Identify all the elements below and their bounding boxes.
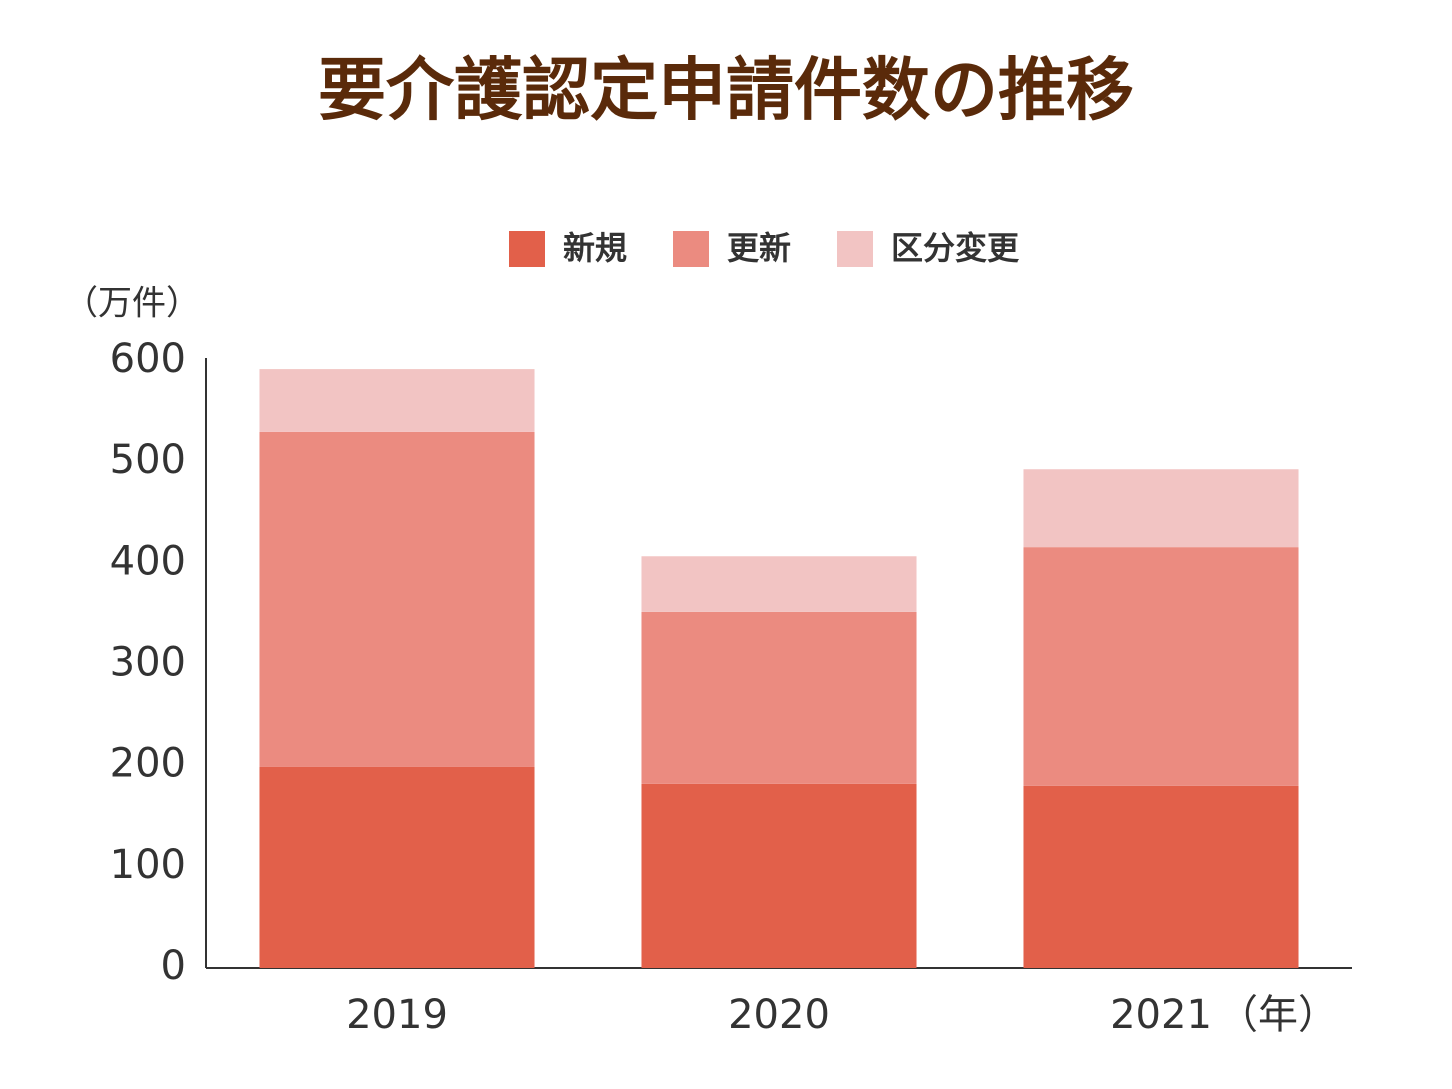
- chart-title: 要介護認定申請件数の推移: [318, 52, 1134, 131]
- bar-segment: [259, 369, 535, 432]
- y-tick-label: 400: [110, 538, 186, 584]
- legend-swatch: [837, 231, 873, 267]
- bar-segment: [641, 783, 917, 968]
- legend-label: 更新: [727, 229, 791, 267]
- bar-segment: [259, 766, 535, 968]
- bar-segment: [1023, 785, 1299, 968]
- bar-segment: [1023, 547, 1299, 786]
- x-tick-label: 2019: [346, 992, 448, 1038]
- legend-label: 新規: [563, 229, 627, 267]
- y-tick-label: 300: [110, 640, 186, 686]
- legend-swatch: [673, 231, 709, 267]
- legend-swatch: [509, 231, 545, 267]
- y-tick-label: 600: [110, 336, 186, 382]
- x-tick-label: 2020: [728, 992, 830, 1038]
- y-tick-label: 100: [110, 842, 186, 888]
- bar-segment: [1023, 469, 1299, 548]
- bar-segment: [641, 556, 917, 612]
- bar-segment: [259, 431, 535, 767]
- x-axis-label: （年）: [1218, 992, 1338, 1038]
- y-tick-label: 200: [110, 741, 186, 787]
- legend-label: 区分変更: [891, 229, 1020, 267]
- bar-segment: [641, 611, 917, 784]
- x-tick-label: 2021: [1110, 992, 1212, 1038]
- y-tick-label: 0: [161, 943, 186, 989]
- y-tick-label: 500: [110, 437, 186, 483]
- y-axis-label: （万件）: [64, 284, 200, 324]
